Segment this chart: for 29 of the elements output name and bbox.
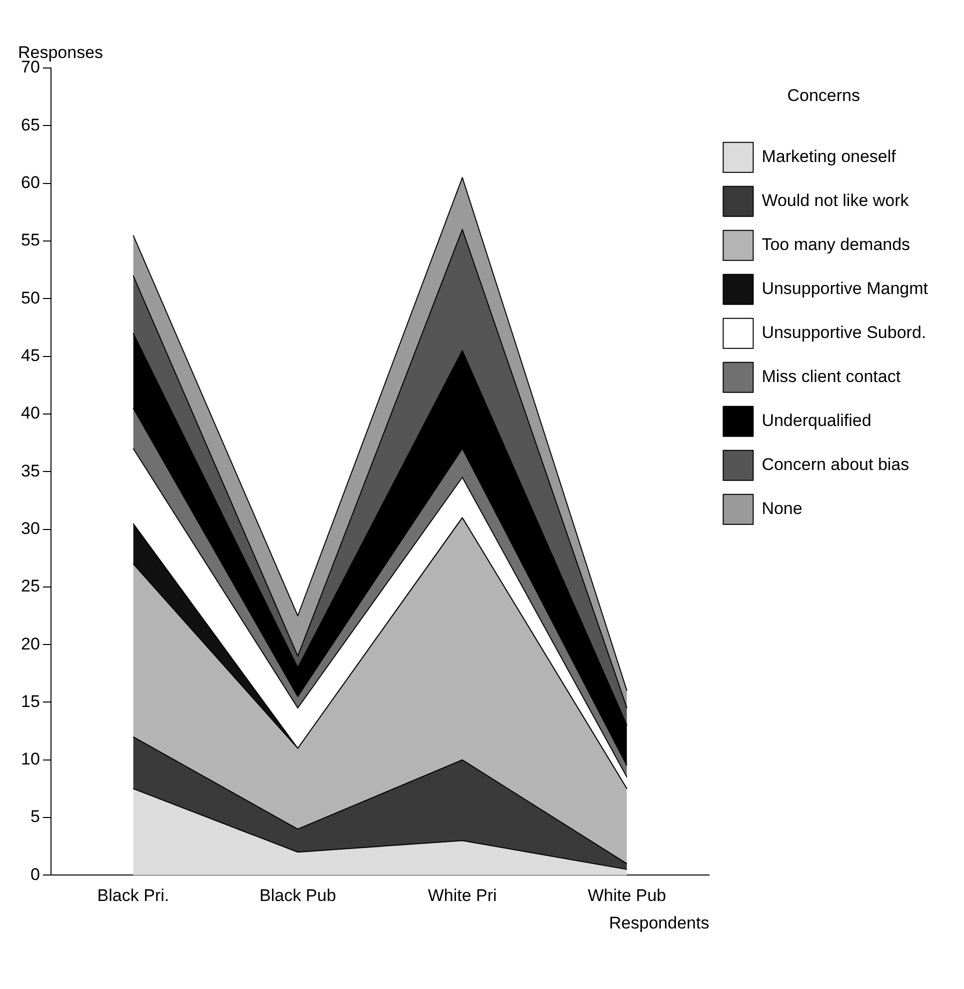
legend-label: Too many demands bbox=[762, 235, 910, 254]
y-tick-label: 40 bbox=[20, 404, 40, 423]
y-tick-label: 5 bbox=[30, 807, 40, 826]
legend-label: None bbox=[762, 499, 802, 518]
x-tick-label: Black Pri. bbox=[97, 886, 170, 906]
legend-label: Marketing oneself bbox=[762, 147, 896, 166]
y-tick-label: 15 bbox=[20, 692, 40, 711]
x-tick-label: White Pub bbox=[588, 886, 666, 906]
legend-label: Unsupportive Subord. bbox=[762, 323, 926, 342]
y-tick-label: 60 bbox=[20, 173, 40, 192]
y-tick-label: 0 bbox=[30, 864, 40, 884]
x-tick-label: White Pri bbox=[428, 886, 497, 906]
x-tick-label: Black Pub bbox=[259, 886, 336, 906]
legend-label: Underqualified bbox=[762, 411, 872, 430]
y-tick-label: 20 bbox=[20, 634, 40, 654]
y-tick-label: 55 bbox=[20, 230, 40, 250]
legend-label: Concern about bias bbox=[762, 455, 910, 474]
y-tick-label: 35 bbox=[20, 461, 40, 480]
x-axis-title: Respondents bbox=[609, 913, 710, 932]
y-tick-label: 50 bbox=[20, 288, 40, 308]
legend-label: Miss client contact bbox=[762, 367, 901, 386]
legend-title: Concerns bbox=[787, 86, 860, 106]
y-tick-label: 45 bbox=[20, 346, 40, 365]
y-tick-label: 30 bbox=[20, 518, 40, 538]
legend-label: Would not like work bbox=[762, 191, 910, 210]
legend-label: Unsupportive Mangmt bbox=[762, 279, 928, 298]
y-tick-label: 65 bbox=[20, 115, 40, 134]
y-tick-label: 10 bbox=[20, 750, 40, 769]
y-tick-label: 25 bbox=[20, 576, 40, 596]
